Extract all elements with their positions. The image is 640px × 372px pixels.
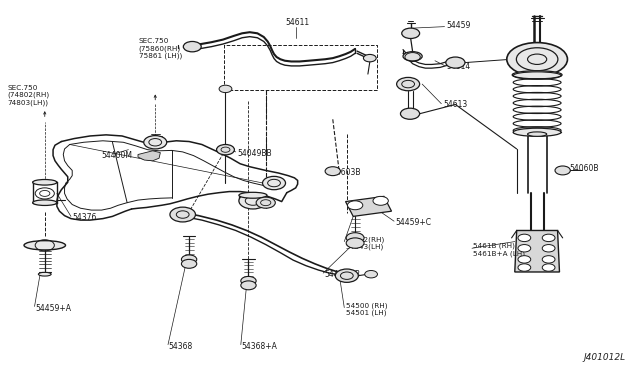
Circle shape bbox=[518, 244, 531, 252]
Circle shape bbox=[401, 108, 420, 119]
Ellipse shape bbox=[403, 52, 422, 61]
Text: 54400M: 54400M bbox=[101, 151, 132, 160]
Text: J401012L: J401012L bbox=[583, 353, 625, 362]
Ellipse shape bbox=[24, 241, 65, 250]
Polygon shape bbox=[138, 151, 161, 161]
Circle shape bbox=[181, 255, 196, 264]
Circle shape bbox=[518, 234, 531, 241]
Text: 54376: 54376 bbox=[72, 213, 97, 222]
Ellipse shape bbox=[513, 128, 561, 137]
Circle shape bbox=[518, 256, 531, 263]
Circle shape bbox=[335, 269, 358, 282]
Circle shape bbox=[256, 197, 275, 208]
Text: SEC.750
(75860(RH)
75861 (LH)): SEC.750 (75860(RH) 75861 (LH)) bbox=[139, 38, 182, 60]
Circle shape bbox=[446, 57, 465, 68]
Circle shape bbox=[346, 238, 364, 248]
Circle shape bbox=[518, 264, 531, 271]
Circle shape bbox=[542, 244, 555, 252]
Text: 54603B: 54603B bbox=[332, 168, 361, 177]
Polygon shape bbox=[515, 231, 559, 272]
Circle shape bbox=[542, 234, 555, 241]
Ellipse shape bbox=[512, 71, 562, 79]
Ellipse shape bbox=[507, 42, 568, 76]
Circle shape bbox=[397, 77, 420, 91]
Circle shape bbox=[325, 167, 340, 176]
Circle shape bbox=[241, 276, 256, 285]
Circle shape bbox=[402, 28, 420, 38]
Circle shape bbox=[262, 176, 285, 190]
Circle shape bbox=[219, 85, 232, 93]
Ellipse shape bbox=[239, 192, 267, 198]
Text: 54459: 54459 bbox=[447, 21, 471, 30]
Circle shape bbox=[144, 136, 167, 149]
Circle shape bbox=[542, 264, 555, 271]
Ellipse shape bbox=[33, 200, 57, 205]
Circle shape bbox=[170, 207, 195, 222]
Text: 54459+A: 54459+A bbox=[36, 304, 72, 313]
Circle shape bbox=[216, 144, 234, 155]
Circle shape bbox=[181, 259, 196, 268]
Text: 54060B: 54060B bbox=[569, 164, 598, 173]
Text: 54614: 54614 bbox=[447, 62, 470, 71]
Text: 54342(RH)
54343(LH): 54342(RH) 54343(LH) bbox=[346, 236, 385, 250]
Ellipse shape bbox=[527, 132, 547, 137]
Text: 54459+C: 54459+C bbox=[396, 218, 431, 227]
Text: 5461B (RH)
5461B+A (LH): 5461B (RH) 5461B+A (LH) bbox=[473, 243, 525, 257]
Circle shape bbox=[241, 281, 256, 290]
Text: 54500 (RH)
54501 (LH): 54500 (RH) 54501 (LH) bbox=[346, 302, 387, 316]
Circle shape bbox=[183, 41, 201, 52]
Circle shape bbox=[348, 201, 363, 210]
Circle shape bbox=[346, 233, 364, 243]
Circle shape bbox=[373, 196, 388, 205]
Circle shape bbox=[555, 166, 570, 175]
Text: 54368+A: 54368+A bbox=[241, 341, 277, 350]
Text: SEC.750
(74802(RH)
74803(LH)): SEC.750 (74802(RH) 74803(LH)) bbox=[7, 85, 49, 106]
Text: 54613: 54613 bbox=[444, 100, 467, 109]
Text: 54368: 54368 bbox=[169, 341, 193, 350]
Circle shape bbox=[542, 256, 555, 263]
Text: 54611: 54611 bbox=[285, 18, 310, 27]
Circle shape bbox=[364, 54, 376, 62]
Text: 54049BB: 54049BB bbox=[237, 149, 271, 158]
Circle shape bbox=[239, 193, 267, 209]
Circle shape bbox=[365, 270, 378, 278]
Ellipse shape bbox=[38, 272, 51, 276]
Polygon shape bbox=[346, 196, 392, 217]
Text: 54459+B: 54459+B bbox=[324, 270, 360, 279]
Ellipse shape bbox=[33, 180, 57, 185]
